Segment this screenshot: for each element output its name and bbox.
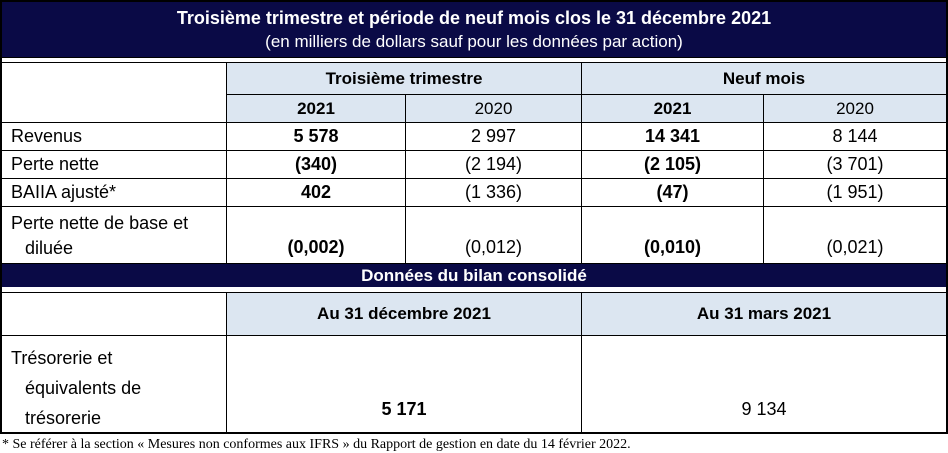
table-row-perte-nette: Perte nette (340) (2 194) (2 105) (3 701…	[2, 151, 946, 179]
title-band: Troisième trimestre et période de neuf m…	[2, 2, 946, 58]
footnote: * Se référer à la section « Mesures non …	[2, 437, 631, 452]
section-band-bilan-consolide: Données du bilan consolidé	[2, 264, 946, 287]
cell-value: (0,010)	[582, 207, 764, 263]
cell-value: 14 341	[582, 123, 764, 150]
table-title: Troisième trimestre et période de neuf m…	[176, 8, 772, 28]
year-header-q3-2020: 2020	[406, 95, 582, 122]
row-label-line2: diluée	[25, 238, 74, 258]
row-label-line2: équivalents de	[25, 378, 142, 398]
date-header-row: Au 31 décembre 2021 Au 31 mars 2021	[2, 292, 946, 336]
group-header-neuf-mois: Neuf mois	[582, 63, 946, 95]
row-label: Perte nette	[2, 151, 227, 178]
year-header-row: 2021 2020 2021 2020	[227, 95, 946, 122]
cell-value: 402	[227, 179, 406, 206]
cell-value: 8 144	[832, 126, 878, 146]
date-header-31-mars-2021: Au 31 mars 2021	[582, 293, 946, 335]
year-header-nm-2020: 2020	[764, 95, 946, 122]
table-row-perte-nette-base-diluee: Perte nette de base et diluée (0,002) (0…	[2, 207, 946, 264]
cell-value: (1 336)	[406, 179, 582, 206]
column-header-block: Troisième trimestre Neuf mois 2021 2020 …	[2, 62, 946, 123]
row-label: Revenus	[2, 123, 227, 150]
cell-value: (1 951)	[826, 182, 884, 202]
row-label-line1: Trésorerie et	[11, 348, 113, 368]
date-header-31-decembre-2021: Au 31 décembre 2021	[227, 293, 582, 335]
cell-value: 5 578	[227, 123, 406, 150]
cell-value: (2 194)	[406, 151, 582, 178]
financial-summary-table: Troisième trimestre et période de neuf m…	[0, 0, 948, 434]
cell-value: (0,002)	[227, 207, 406, 263]
row-label-line3: trésorerie	[25, 408, 102, 428]
cell-value: (47)	[582, 179, 764, 206]
year-header-nm-2021: 2021	[582, 95, 764, 122]
year-header-q3-2021: 2021	[227, 95, 406, 122]
cell-value: 5 171	[227, 336, 582, 432]
group-header-row: Troisième trimestre Neuf mois	[227, 63, 946, 96]
cell-value: 9 134	[741, 399, 787, 419]
cell-value: (340)	[227, 151, 406, 178]
cell-value: (0,021)	[826, 237, 884, 257]
table-row-revenus: Revenus 5 578 2 997 14 341 8 144	[2, 123, 946, 151]
table-row-baiia-ajuste: BAIIA ajusté* 402 (1 336) (47) (1 951)	[2, 179, 946, 207]
empty-corner-cell	[2, 293, 227, 335]
empty-corner-cell	[2, 63, 227, 122]
table-row-tresorerie: Trésorerie et équivalents de trésorerie …	[2, 336, 946, 432]
cell-value: (0,012)	[406, 207, 582, 263]
spacer-row	[2, 58, 946, 62]
group-header-troisieme-trimestre: Troisième trimestre	[227, 63, 582, 95]
row-label: BAIIA ajusté*	[2, 179, 227, 206]
cell-value: (3 701)	[826, 154, 884, 174]
row-label-line1: Perte nette de base et	[11, 213, 189, 233]
row-label: Trésorerie et équivalents de trésorerie	[2, 336, 227, 432]
cell-value: 2 997	[406, 123, 582, 150]
row-label: Perte nette de base et diluée	[2, 207, 227, 263]
spacer-row	[2, 287, 946, 292]
table-subtitle: (en milliers de dollars sauf pour les do…	[265, 32, 683, 51]
cell-value: (2 105)	[582, 151, 764, 178]
